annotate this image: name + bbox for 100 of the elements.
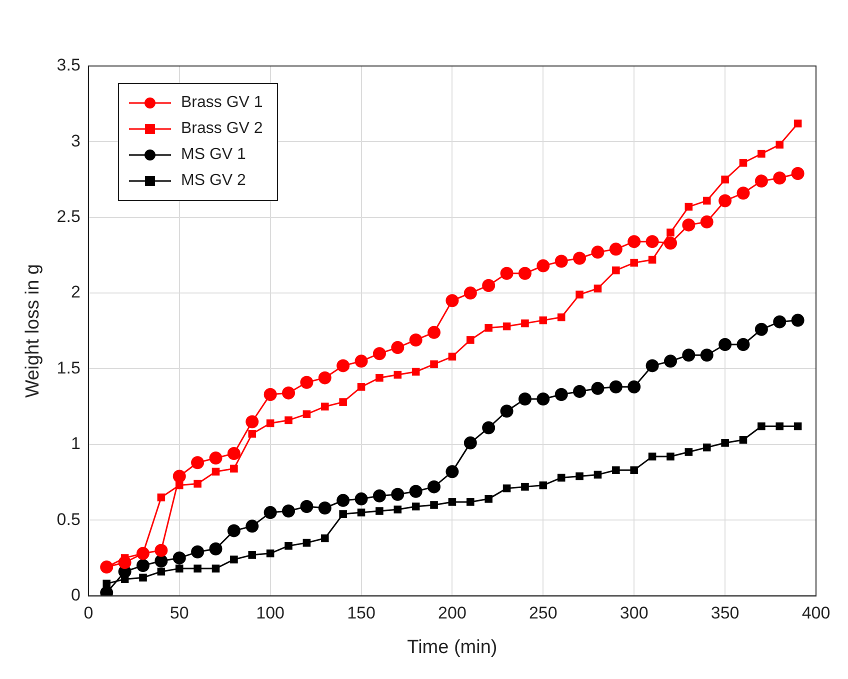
point [630, 258, 638, 267]
point [773, 315, 786, 328]
point [430, 360, 438, 368]
point [554, 254, 568, 268]
point [500, 266, 514, 280]
point [684, 448, 693, 456]
point [354, 492, 368, 506]
point [666, 452, 674, 460]
point [557, 474, 566, 482]
point [664, 354, 677, 368]
point [339, 510, 347, 518]
point [500, 404, 514, 418]
y-tick-label: 1.5 [56, 358, 80, 378]
point [264, 388, 277, 401]
y-tick-label: 3.5 [56, 56, 80, 75]
point [428, 480, 441, 494]
point [700, 215, 714, 228]
x-tick-label: 350 [710, 604, 740, 623]
point [646, 359, 659, 372]
point [721, 439, 729, 447]
point [412, 502, 420, 510]
point [376, 507, 384, 515]
point [154, 544, 168, 557]
point [702, 196, 711, 205]
point [136, 559, 150, 572]
point [518, 392, 532, 406]
point [157, 494, 166, 502]
point [336, 359, 350, 372]
point [230, 464, 238, 473]
point [266, 550, 274, 558]
point [648, 256, 656, 264]
legend-label: MS GV 2 [181, 172, 246, 190]
x-tick-label: 250 [528, 604, 558, 623]
point [754, 322, 768, 336]
point [536, 259, 550, 272]
point [664, 236, 677, 250]
point [554, 388, 568, 401]
y-tick-label: 1 [70, 434, 80, 454]
point [521, 319, 529, 328]
point [484, 324, 492, 332]
x-tick-label: 150 [347, 604, 376, 623]
point [758, 422, 766, 430]
point [430, 501, 438, 509]
y-tick-label: 0 [70, 585, 80, 604]
point [539, 481, 548, 490]
point [175, 564, 184, 572]
y-tick-label: 3 [70, 131, 80, 150]
x-axis-title: Time (min) [407, 636, 498, 658]
point [591, 382, 604, 395]
point [466, 336, 474, 344]
point [100, 560, 114, 574]
point [684, 202, 693, 211]
point [321, 402, 329, 410]
point [576, 290, 584, 298]
point [700, 348, 714, 362]
point [612, 266, 620, 274]
legend-label: MS GV 1 [181, 146, 246, 164]
point [448, 352, 456, 361]
point [302, 538, 311, 547]
point [246, 520, 259, 533]
point [594, 284, 602, 292]
point [736, 186, 750, 200]
point [354, 354, 368, 368]
legend-label: Brass GV 1 [181, 94, 263, 112]
point [394, 506, 402, 514]
point [739, 158, 748, 167]
point [591, 246, 604, 259]
point [609, 380, 622, 394]
point [736, 338, 750, 352]
point [391, 488, 404, 501]
point [118, 556, 132, 569]
point [300, 376, 314, 389]
point [318, 371, 332, 384]
point [646, 235, 659, 248]
y-axis-title: Weight loss in g [22, 264, 44, 398]
x-tick-label: 50 [170, 604, 189, 623]
point [209, 542, 222, 556]
point [682, 218, 696, 232]
point [302, 410, 311, 418]
point [136, 546, 150, 560]
point [754, 174, 768, 188]
point [718, 194, 732, 208]
point [284, 542, 292, 550]
point [628, 235, 641, 248]
point [172, 551, 186, 564]
point [557, 313, 566, 322]
point [648, 452, 656, 460]
point [794, 422, 802, 430]
point [246, 415, 259, 428]
point [628, 380, 641, 394]
point [573, 384, 586, 398]
point [446, 294, 459, 308]
point [376, 374, 384, 382]
point [612, 466, 620, 474]
point [573, 252, 586, 265]
point [409, 484, 422, 498]
point [794, 120, 802, 128]
point [412, 368, 420, 376]
point [448, 498, 456, 506]
point [539, 316, 548, 324]
